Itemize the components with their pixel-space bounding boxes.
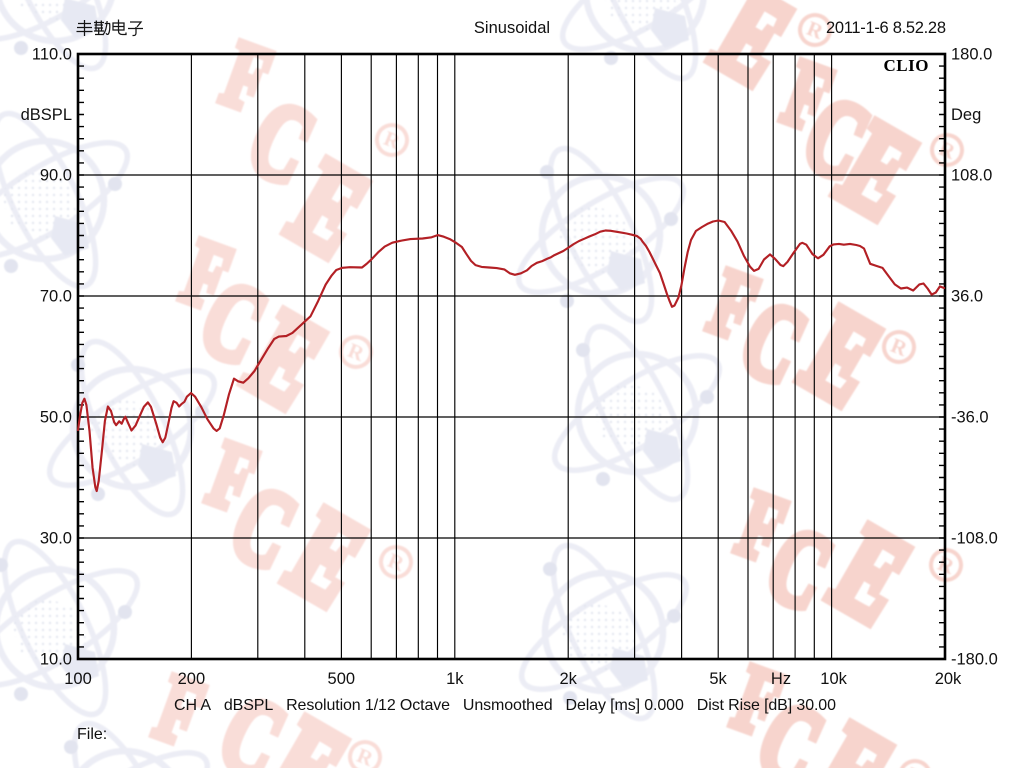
- svg-text:Deg: Deg: [951, 106, 981, 124]
- svg-text:CLIO: CLIO: [884, 56, 929, 75]
- svg-text:200: 200: [178, 670, 206, 688]
- svg-text:70.0: 70.0: [40, 288, 72, 306]
- svg-text:100: 100: [64, 670, 92, 688]
- svg-text:10.0: 10.0: [40, 651, 72, 669]
- svg-text:10k: 10k: [820, 670, 847, 688]
- svg-text:Hz: Hz: [771, 670, 791, 688]
- svg-text:50.0: 50.0: [40, 409, 72, 427]
- svg-text:110.0: 110.0: [32, 46, 72, 64]
- svg-text:Sinusoidal: Sinusoidal: [474, 19, 550, 37]
- svg-text:2011-1-6 8.52.28: 2011-1-6 8.52.28: [826, 19, 946, 37]
- svg-text:36.0: 36.0: [951, 288, 983, 306]
- svg-text:90.0: 90.0: [40, 167, 72, 185]
- svg-text:30.0: 30.0: [40, 530, 72, 548]
- svg-text:-36.0: -36.0: [951, 409, 989, 427]
- svg-text:CH A dBSPL Resolution 1/12: CH A dBSPL Resolution 1/12 Octave Unsmoo…: [174, 697, 836, 714]
- svg-text:2k: 2k: [559, 670, 577, 688]
- svg-text:File:: File:: [77, 726, 107, 743]
- svg-text:-108.0: -108.0: [951, 530, 998, 548]
- svg-text:R: R: [903, 762, 927, 768]
- svg-text:500: 500: [328, 670, 356, 688]
- svg-text:108.0: 108.0: [951, 167, 992, 185]
- svg-text:1k: 1k: [446, 670, 464, 688]
- svg-text:20k: 20k: [935, 670, 962, 688]
- svg-text:5k: 5k: [709, 670, 727, 688]
- svg-text:dBSPL: dBSPL: [21, 106, 72, 124]
- svg-text:-180.0: -180.0: [951, 651, 998, 669]
- svg-text:180.0: 180.0: [951, 46, 992, 64]
